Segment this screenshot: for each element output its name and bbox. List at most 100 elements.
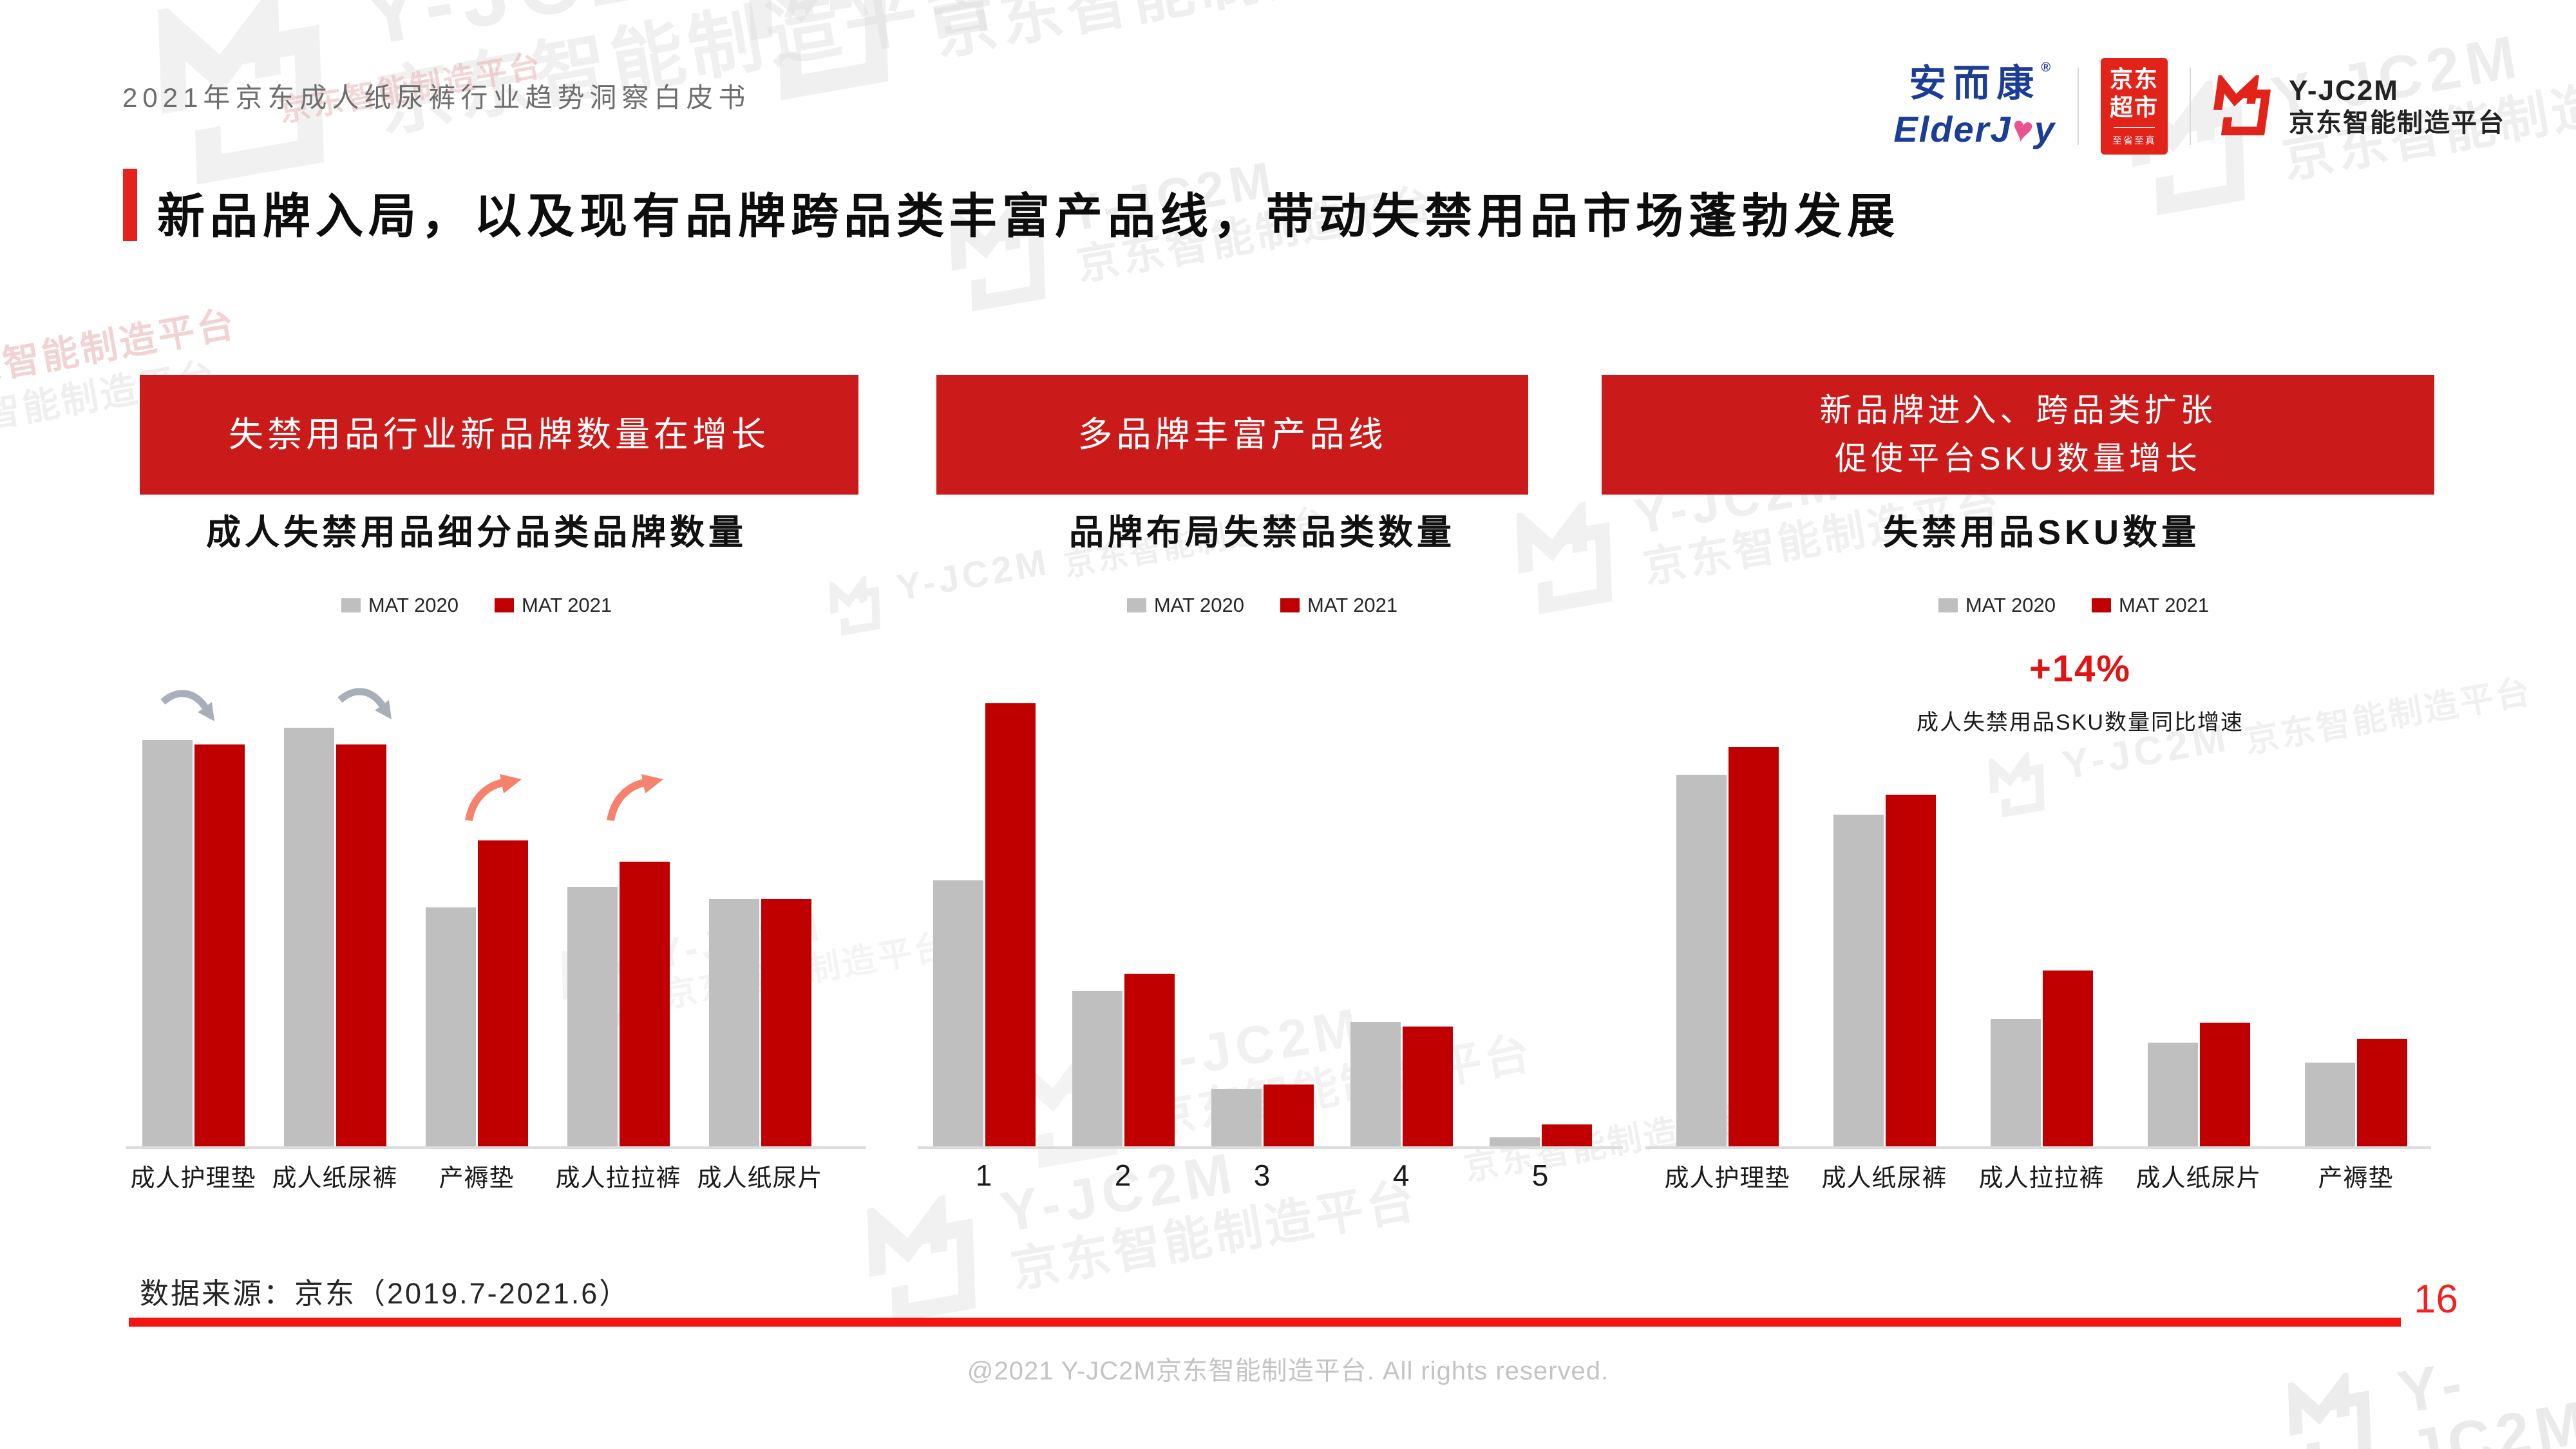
category-label: 5 (1531, 1159, 1549, 1192)
mat2021-label: MAT 2021 (522, 594, 612, 616)
sku-growth-annotation: +14% 成人失禁用品SKU数量同比增速 (1687, 647, 2473, 736)
yjc2m-logo: Y-JC2M 京东智能制造平台 (2213, 75, 2505, 137)
bar-group (1193, 703, 1332, 1146)
bar-group (1054, 703, 1193, 1146)
mc-watermark-icon (734, 0, 914, 108)
category-label: 2 (1114, 1159, 1132, 1192)
bar-mat2021 (1728, 747, 1779, 1146)
bar-group (406, 728, 547, 1146)
bar-mat2020 (708, 899, 759, 1146)
chart3-axis (1645, 1146, 2431, 1149)
mat2020-label: MAT 2020 (1153, 594, 1244, 616)
category-label: 产褥垫 (439, 1165, 515, 1192)
decline-arrow-icon (337, 688, 392, 719)
category-label: 成人护理垫 (130, 1165, 256, 1192)
category-label: 成人纸尿片 (2136, 1165, 2262, 1192)
mat2021-swatch (2092, 598, 2111, 612)
mat2020-label: MAT 2020 (1965, 594, 2056, 616)
category-label: 1 (975, 1159, 993, 1192)
bar-group (122, 728, 264, 1146)
category-label: 产褥垫 (2318, 1165, 2394, 1192)
bar-mat2020 (933, 880, 983, 1146)
yjc2m-name: Y-JC2M (2289, 75, 2399, 106)
bar-group (264, 728, 406, 1146)
banner-new-brands: 失禁用品行业新品牌数量在增长 (140, 375, 858, 495)
growth-caption: 成人失禁用品SKU数量同比增速 (1917, 710, 2244, 735)
footer-accent-line (129, 1318, 2401, 1327)
jd-supermarket-logo: 京东 超市 至省至真 (2101, 58, 2168, 155)
bar-mat2021 (619, 862, 670, 1146)
bar-group (1963, 747, 2120, 1146)
bar-mat2021 (477, 840, 528, 1146)
bar-mat2020 (1211, 1089, 1262, 1146)
bar-group (2120, 747, 2277, 1146)
chart1-title: 成人失禁用品细分品类品牌数量 (206, 513, 747, 552)
bar-mat2020 (1990, 1019, 2041, 1146)
jd-platform-watermark: Y-JC2M京东智能制造平台 (734, 0, 1467, 108)
growth-arrow-icon (465, 774, 522, 822)
bar-mat2020 (1072, 991, 1122, 1146)
bar-mat2020 (567, 887, 618, 1146)
logo-divider (2190, 68, 2191, 145)
chart3-title: 失禁用品SKU数量 (1882, 513, 2200, 552)
chart2-legend: MAT 2020 MAT 2021 (914, 594, 1610, 617)
bar-group (2277, 747, 2434, 1146)
category-label: 成人纸尿裤 (1821, 1165, 1947, 1192)
bar-group (1649, 747, 1806, 1146)
elderjoy-logo: 安而康 ® ElderJ♥y (1893, 61, 2056, 151)
elderjoy-cn: 安而康 (1909, 62, 2041, 104)
bar-mat2020 (425, 907, 476, 1146)
bar-mat2021 (1124, 974, 1175, 1146)
mat2021-swatch (495, 598, 514, 612)
page-number: 16 (2414, 1277, 2458, 1321)
sku-count-chart (1649, 747, 2434, 1146)
mat2021-label: MAT 2021 (1307, 594, 1398, 616)
bar-mat2021 (1402, 1027, 1453, 1146)
bar-mat2020 (1833, 815, 1884, 1146)
bar-mat2021 (1885, 795, 1936, 1146)
mat2021-swatch (1280, 598, 1300, 612)
chart3-legend: MAT 2020 MAT 2021 (1707, 594, 2441, 617)
bar-mat2020 (1676, 775, 1727, 1146)
banner-sku-growth: 新品牌进入、跨品类扩张 促使平台SKU数量增长 (1602, 375, 2434, 495)
category-label: 成人纸尿裤 (272, 1165, 398, 1192)
category-label: 成人拉拉裤 (555, 1165, 681, 1192)
bar-group (1471, 703, 1610, 1146)
bar-mat2021 (194, 744, 245, 1146)
mat2020-swatch (1938, 598, 1958, 612)
bar-mat2021 (2199, 1023, 2250, 1146)
elderjoy-en: ElderJ♥y (1893, 107, 2056, 151)
growth-percent: +14% (2029, 648, 2131, 690)
logo-group: 安而康 ® ElderJ♥y 京东 超市 至省至真 Y-JC2M 京东智能制造平台 (1893, 52, 2505, 161)
chart1-legend: MAT 2020 MAT 2021 (122, 594, 831, 617)
jd-tagline: 至省至真 (2112, 135, 2156, 146)
heart-icon: ♥ (2008, 107, 2038, 151)
bar-mat2020 (142, 740, 193, 1146)
bar-mat2021 (985, 703, 1036, 1146)
chart2-axis (918, 1146, 1623, 1149)
bar-mat2020 (2304, 1063, 2355, 1146)
jd-line1: 京东 (2109, 66, 2159, 93)
chart1-category-labels: 成人护理垫 成人纸尿裤 产褥垫 成人拉拉裤 成人纸尿片 (122, 1158, 831, 1193)
bar-mat2020 (283, 728, 334, 1146)
chart1-axis (126, 1146, 866, 1149)
mc-watermark-icon (824, 573, 890, 639)
decline-arrow-icon (160, 690, 214, 721)
mat2020-swatch (341, 598, 361, 612)
category-label: 3 (1253, 1159, 1271, 1192)
yjc2m-subtitle: 京东智能制造平台 (2289, 109, 2505, 137)
brand-count-chart (122, 728, 831, 1146)
bar-mat2021 (2042, 971, 2093, 1146)
yjc2m-mc-icon (2213, 75, 2275, 137)
bar-mat2021 (1541, 1124, 1592, 1146)
chart2-title: 品牌布局失禁品类数量 (1069, 513, 1455, 552)
bar-group (547, 728, 689, 1146)
category-label: 成人纸尿片 (697, 1165, 823, 1192)
mat2020-swatch (1126, 598, 1146, 612)
bar-group (1332, 703, 1471, 1146)
chart3-category-labels: 成人护理垫 成人纸尿裤 成人拉拉裤 成人纸尿片 产褥垫 (1649, 1158, 2434, 1193)
bar-mat2021 (761, 899, 811, 1146)
mat2021-label: MAT 2021 (2119, 594, 2210, 616)
jd-separator (2114, 126, 2155, 128)
